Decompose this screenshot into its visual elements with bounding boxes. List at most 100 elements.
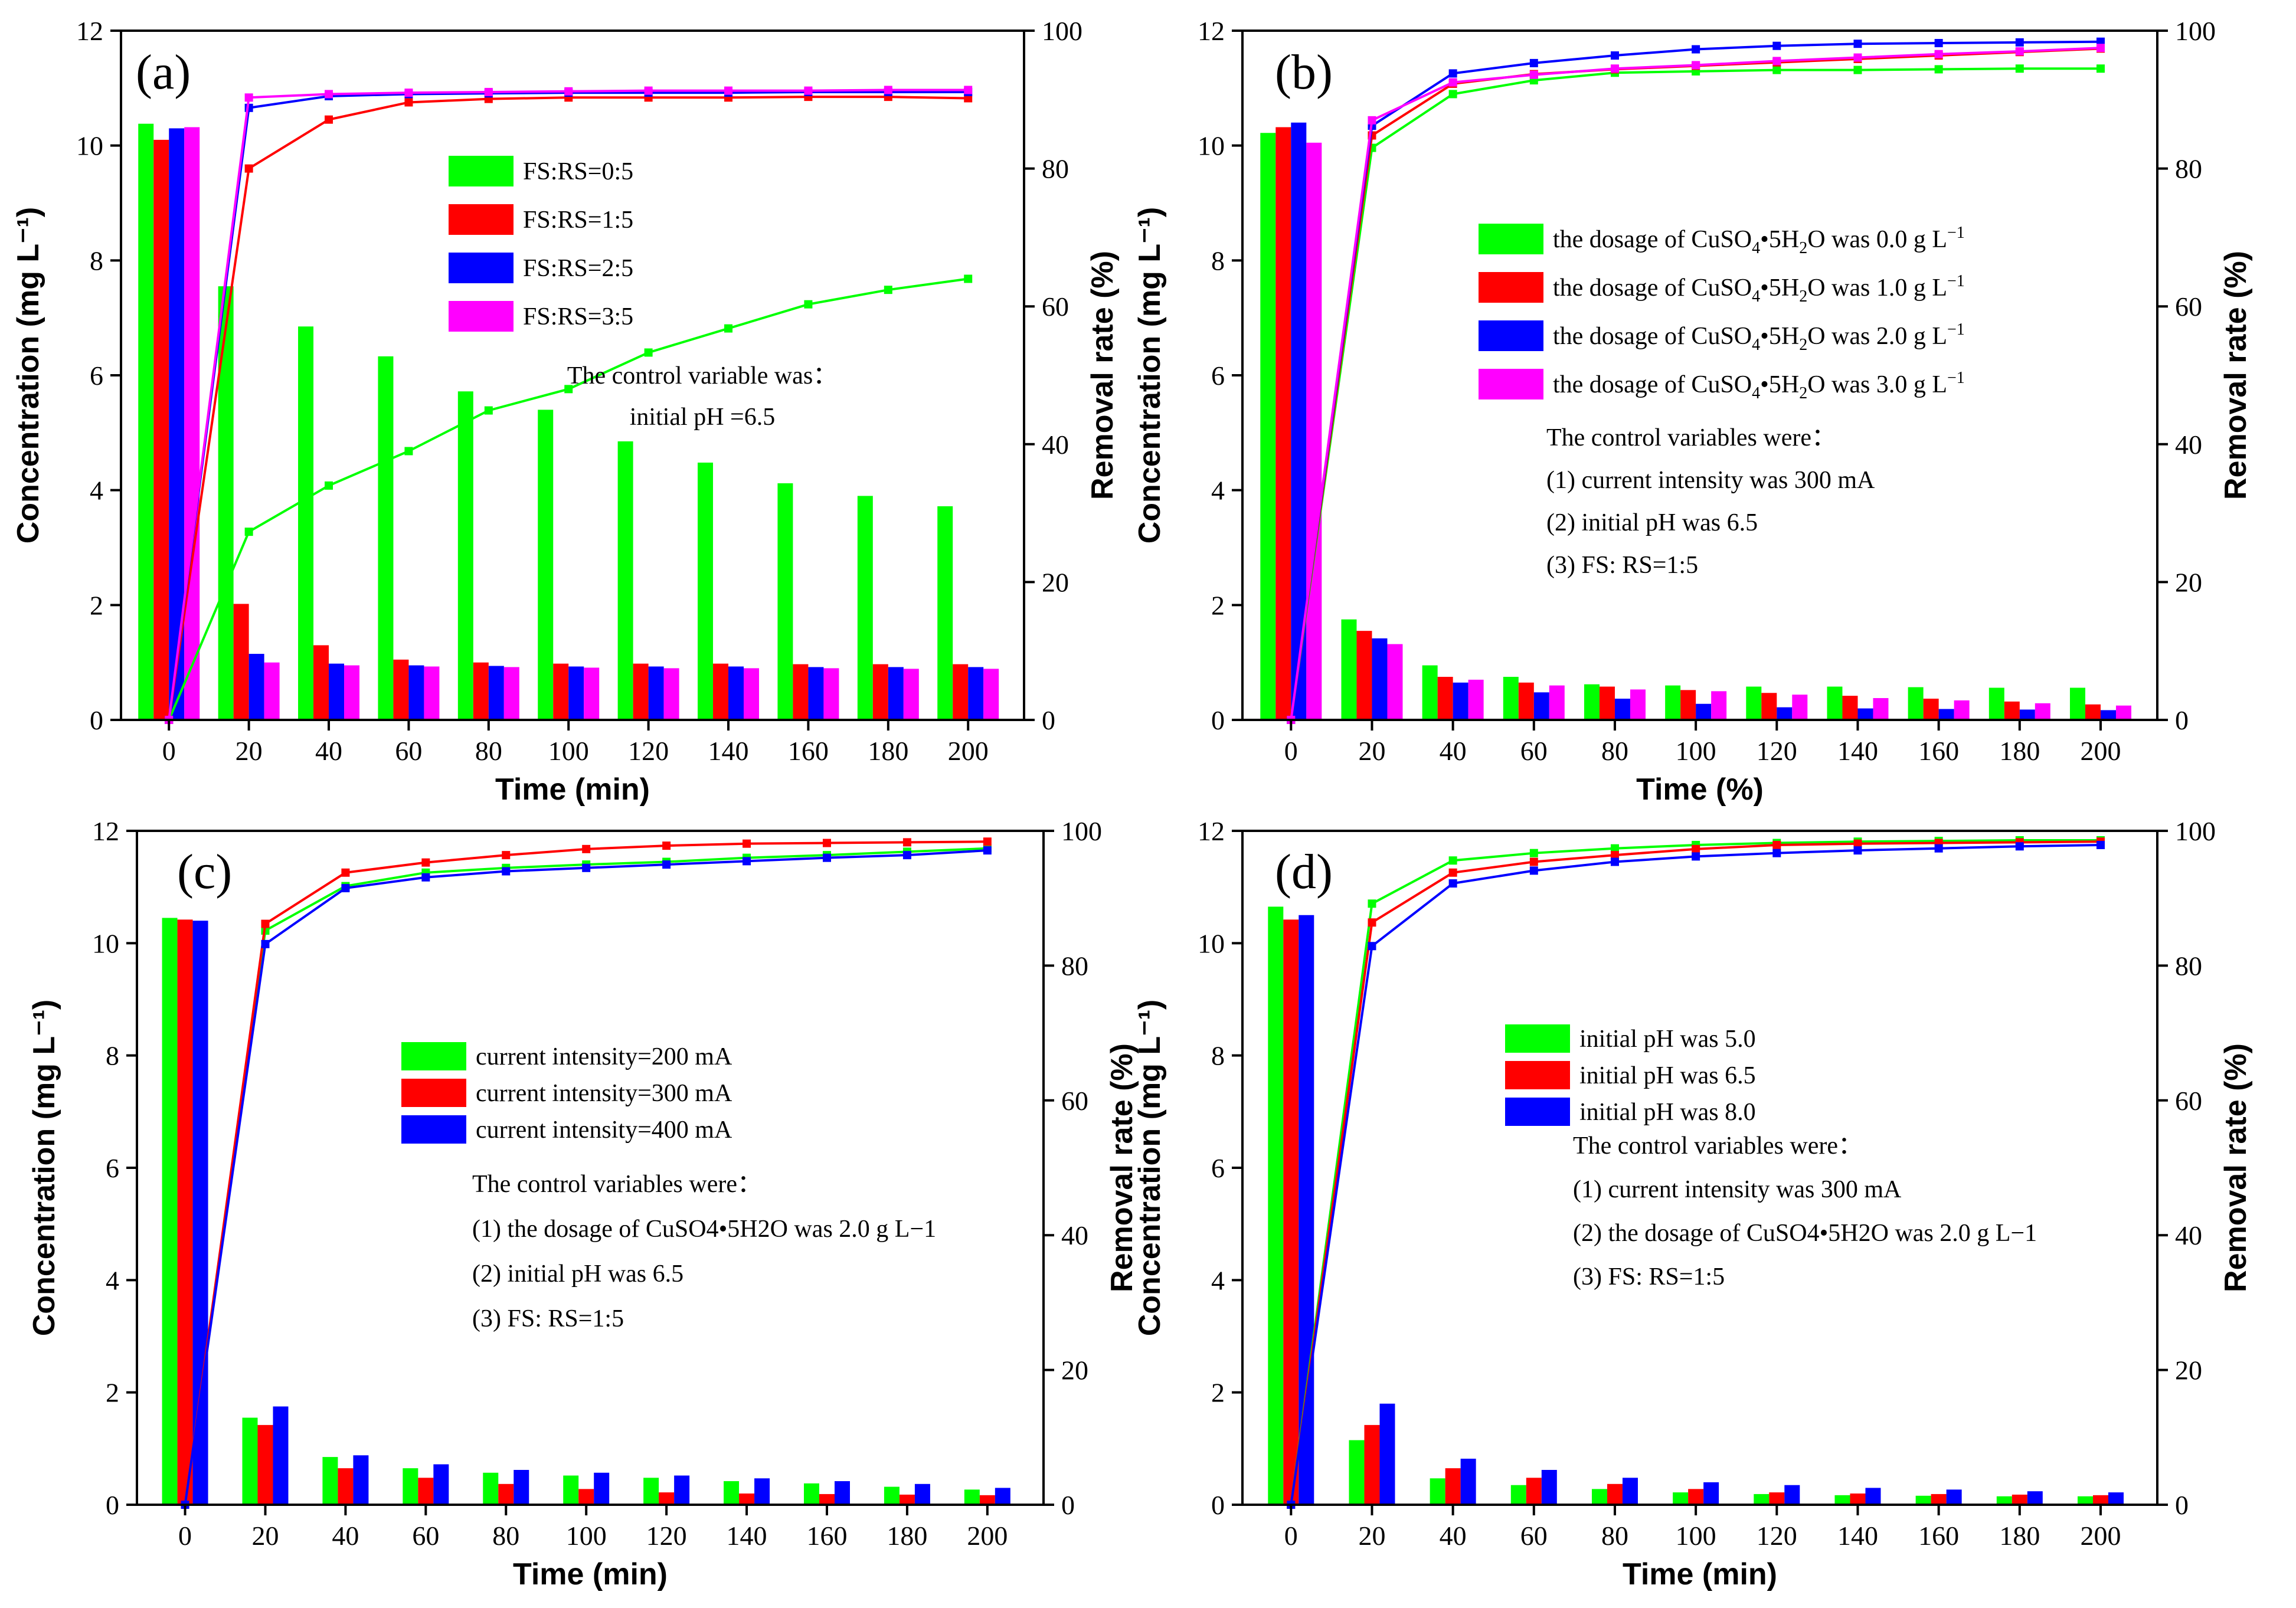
annotation-line-1: (1) current intensity was 300 mA bbox=[1573, 1176, 1902, 1203]
y2-tick-label: 20 bbox=[1061, 1355, 1088, 1386]
bar-1-0-0 bbox=[1260, 133, 1276, 721]
bar-1-1-6 bbox=[1761, 693, 1777, 720]
removal-marker-0-0-4 bbox=[484, 406, 493, 415]
annotation-line-2: (2) initial pH was 6.5 bbox=[1546, 509, 1758, 536]
x-tick-label: 80 bbox=[1601, 736, 1628, 766]
x-tick-label: 140 bbox=[1837, 1521, 1878, 1551]
bar-1-3-6 bbox=[1792, 695, 1808, 720]
bar-0-1-9 bbox=[872, 664, 888, 720]
removal-marker-0-1-10 bbox=[964, 94, 973, 103]
removal-marker-3-2-5 bbox=[1692, 852, 1700, 861]
bar-2-0-7 bbox=[724, 1481, 740, 1505]
y2-tick-label: 0 bbox=[1042, 705, 1055, 735]
bar-2-1-6 bbox=[659, 1492, 675, 1505]
annotation-line-3: (3) FS: RS=1:5 bbox=[472, 1305, 624, 1332]
x-tick-label: 180 bbox=[868, 736, 908, 766]
x-tick-label: 80 bbox=[475, 736, 502, 766]
x-tick-label: 120 bbox=[646, 1521, 687, 1551]
bar-0-3-10 bbox=[983, 669, 999, 720]
removal-marker-0-1-3 bbox=[404, 98, 413, 107]
bar-1-2-9 bbox=[2019, 709, 2035, 720]
removal-marker-0-1-1 bbox=[244, 164, 253, 173]
x-tick-label: 40 bbox=[1440, 1521, 1467, 1551]
bar-0-1-6 bbox=[633, 663, 649, 720]
removal-marker-2-2-5 bbox=[582, 863, 591, 872]
removal-marker-1-2-9 bbox=[2015, 38, 2024, 47]
legend-label-1: the dosage of CuSO4•5H2O was 1.0 g L−1 bbox=[1553, 272, 1965, 306]
legend-swatch-0 bbox=[449, 156, 514, 186]
bar-3-0-10 bbox=[2077, 1496, 2093, 1505]
removal-marker-3-1-7 bbox=[1853, 839, 1862, 848]
x-tick-label: 200 bbox=[967, 1521, 1008, 1551]
legend-text-part: the dosage of CuSO bbox=[1553, 323, 1752, 350]
bar-0-2-10 bbox=[968, 667, 984, 720]
legend-label-2: the dosage of CuSO4•5H2O was 2.0 g L−1 bbox=[1553, 320, 1965, 354]
y-tick-label: 4 bbox=[1211, 476, 1225, 506]
removal-marker-0-3-2 bbox=[325, 90, 333, 99]
bar-0-1-7 bbox=[713, 663, 729, 720]
removal-marker-2-1-9 bbox=[902, 838, 911, 847]
removal-marker-2-2-2 bbox=[341, 884, 350, 893]
bar-0-0-3 bbox=[378, 356, 394, 720]
x-tick-label: 40 bbox=[315, 736, 342, 766]
bar-1-2-3 bbox=[1533, 692, 1549, 720]
y-tick-label: 0 bbox=[106, 1490, 119, 1520]
bar-3-0-3 bbox=[1510, 1485, 1526, 1505]
bar-0-0-5 bbox=[538, 410, 554, 720]
y2-tick-label: 20 bbox=[2175, 567, 2202, 597]
removal-marker-1-2-8 bbox=[1934, 39, 1943, 48]
bar-2-1-7 bbox=[739, 1493, 755, 1505]
bar-1-2-8 bbox=[1938, 709, 1954, 720]
y2-tick-label: 40 bbox=[1042, 430, 1069, 460]
removal-marker-0-1-2 bbox=[325, 115, 333, 124]
x-tick-label: 180 bbox=[1999, 1521, 2040, 1551]
y-tick-label: 6 bbox=[90, 361, 103, 391]
removal-marker-3-1-6 bbox=[1772, 840, 1781, 849]
removal-marker-2-1-10 bbox=[983, 837, 992, 846]
legend-label-3: the dosage of CuSO4•5H2O was 3.0 g L−1 bbox=[1553, 369, 1965, 402]
removal-marker-1-3-5 bbox=[1692, 61, 1700, 70]
bar-3-2-5 bbox=[1703, 1482, 1719, 1505]
removal-marker-1-3-10 bbox=[2096, 44, 2105, 53]
removal-marker-2-2-10 bbox=[983, 846, 992, 855]
bar-1-2-2 bbox=[1453, 682, 1468, 720]
removal-marker-2-2-4 bbox=[502, 867, 511, 876]
annotation-line-1: initial pH =6.5 bbox=[630, 404, 776, 431]
bar-0-1-8 bbox=[793, 664, 809, 720]
x-tick-label: 0 bbox=[162, 736, 176, 766]
bar-1-2-4 bbox=[1614, 698, 1630, 720]
x-tick-label: 0 bbox=[178, 1521, 192, 1551]
bar-1-3-4 bbox=[1630, 689, 1646, 720]
bar-2-2-3 bbox=[433, 1464, 449, 1505]
bar-0-0-2 bbox=[298, 326, 314, 720]
removal-marker-2-1-5 bbox=[582, 844, 591, 853]
bar-2-0-1 bbox=[242, 1417, 258, 1505]
x-tick-label: 20 bbox=[251, 1521, 279, 1551]
legend-swatch-2 bbox=[1479, 320, 1543, 351]
x-tick-label: 20 bbox=[1358, 736, 1385, 766]
x-tick-label: 120 bbox=[1757, 736, 1797, 766]
y2-tick-label: 100 bbox=[1061, 816, 1102, 846]
bar-1-3-5 bbox=[1711, 691, 1727, 720]
legend-subscript: 2 bbox=[1799, 384, 1807, 402]
removal-marker-3-1-5 bbox=[1692, 844, 1700, 853]
y2-axis-title: Removal rate (%) bbox=[2219, 1043, 2253, 1292]
removal-marker-2-1-1 bbox=[261, 919, 270, 928]
removal-marker-2-1-6 bbox=[662, 841, 671, 850]
legend-swatch-0 bbox=[1479, 224, 1543, 254]
removal-marker-1-0-6 bbox=[1772, 66, 1781, 74]
removal-marker-3-1-3 bbox=[1529, 857, 1538, 866]
removal-marker-0-3-5 bbox=[564, 87, 573, 96]
bar-3-1-6 bbox=[1769, 1492, 1785, 1505]
removal-marker-1-2-10 bbox=[2096, 37, 2105, 46]
y-tick-label: 2 bbox=[1211, 1378, 1225, 1408]
x-tick-label: 160 bbox=[1918, 1521, 1959, 1551]
bar-1-0-4 bbox=[1584, 684, 1600, 720]
bar-1-1-2 bbox=[1437, 677, 1453, 720]
bar-0-2-3 bbox=[408, 665, 424, 720]
legend-label-2: current intensity=400 mA bbox=[476, 1116, 732, 1144]
bar-0-2-2 bbox=[329, 663, 345, 720]
annotation-line-1: (1) current intensity was 300 mA bbox=[1546, 467, 1875, 494]
removal-marker-2-1-7 bbox=[743, 839, 751, 848]
bar-1-3-3 bbox=[1549, 685, 1565, 720]
